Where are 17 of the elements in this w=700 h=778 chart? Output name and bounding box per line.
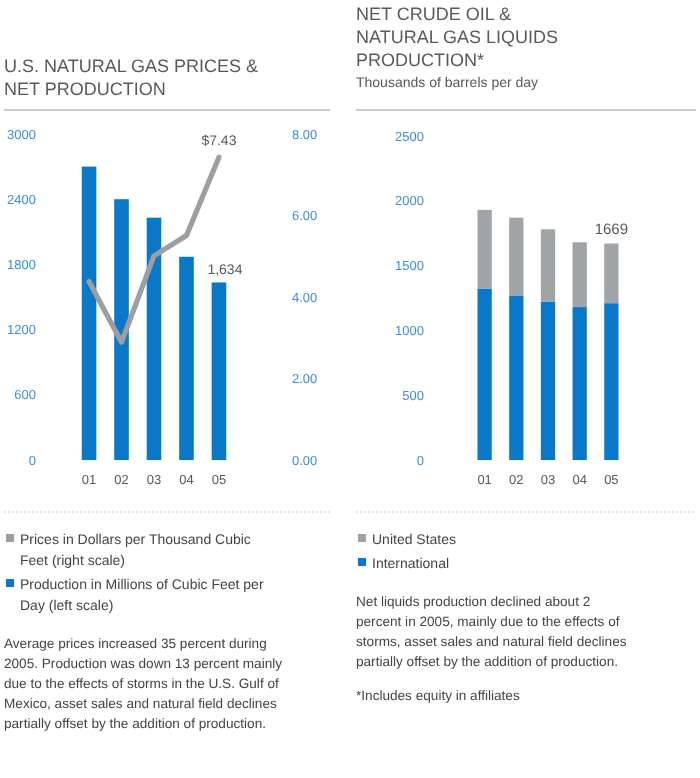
bar [604,243,619,304]
bar [540,301,556,460]
bar [477,209,492,289]
bar [146,217,162,460]
bar [572,307,587,460]
bar [477,288,492,460]
bar [509,295,524,460]
bar [179,256,194,460]
bar [604,303,619,460]
bar [114,199,129,460]
chart-title: NET CRUDE OIL & NATURAL GAS LIQUIDS PRODUCTION* [356,4,559,70]
bar [509,217,524,296]
bar [572,242,587,308]
bar [211,282,227,460]
bar [540,229,556,302]
bar [81,166,97,460]
chart-title: U.S. NATURAL GAS PRICES & NET PRODUCTION [4,56,259,99]
